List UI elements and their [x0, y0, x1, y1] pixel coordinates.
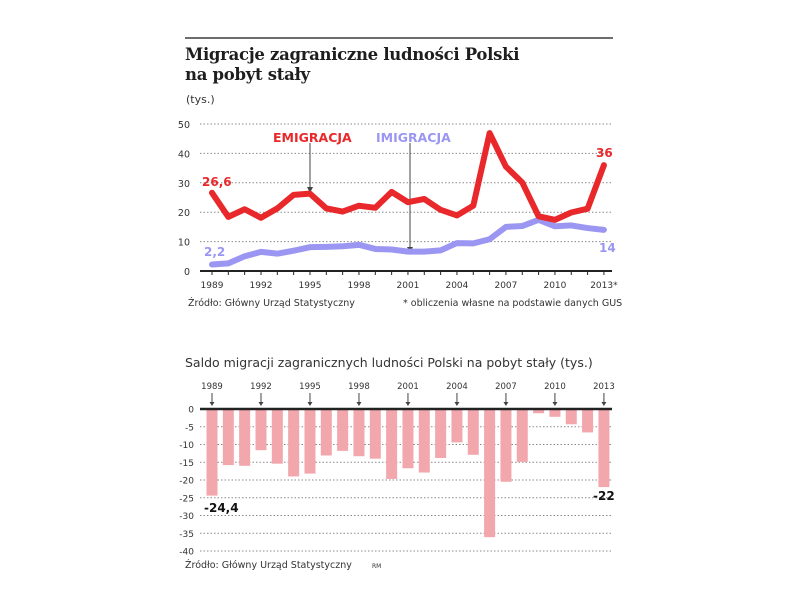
bar [451, 409, 463, 443]
y-tick-label: -5 [185, 423, 194, 433]
year-pointer-head [601, 402, 607, 406]
line-chart: 0 10 20 30 40 50 1989 1992 1995 1998 2001 2004 2007… [178, 120, 618, 291]
line-chart-footnote: * obliczenia własne na podstawie danych … [403, 298, 623, 309]
line-chart-x-axis: 1989 1992 1995 1998 2001 2004 2007 2010 2013* [200, 270, 618, 291]
year-pointer-head [307, 402, 313, 406]
y-tick-label: 0 [184, 267, 190, 278]
bar-chart-grid [200, 426, 612, 552]
line-chart-y-axis: 0 10 20 30 40 50 [178, 120, 190, 278]
bar [337, 409, 349, 451]
y-tick-label: 10 [178, 238, 190, 249]
bar [484, 409, 496, 538]
bar-chart-source: Źródło: Główny Urząd Statystyczny [185, 560, 352, 571]
title-line-1: Migracje zagraniczne ludności Polski [185, 45, 520, 64]
bar [598, 409, 610, 488]
line-chart-source: Źródło: Główny Urząd Statystyczny [188, 298, 355, 309]
y-tick-label: -15 [179, 459, 194, 469]
year-pointer-head [454, 402, 460, 406]
year-pointer-head [405, 402, 411, 406]
bar [435, 409, 447, 458]
x-tick-label: 1992 [250, 382, 272, 392]
bar [533, 409, 545, 414]
unit-label: (tys.) [186, 93, 215, 106]
year-pointer-head [356, 402, 362, 406]
immigration-start-value: 2,2 [204, 245, 225, 259]
chart-title: Migracje zagraniczne ludności Polski na … [185, 45, 520, 85]
y-tick-label: 30 [178, 179, 190, 190]
bar [386, 409, 398, 479]
x-tick-label: 1995 [299, 281, 322, 291]
y-tick-label: 0 [188, 406, 194, 416]
x-tick-label: 2004 [445, 281, 468, 291]
bar [582, 409, 594, 433]
bar [353, 409, 365, 457]
bar [467, 409, 479, 455]
x-tick-label: 2004 [446, 382, 468, 392]
emigration-line [209, 130, 607, 223]
bar-chart-title: Saldo migracji zagranicznych ludności Po… [185, 355, 593, 370]
immigration-legend-label: IMIGRACJA [376, 130, 451, 145]
x-tick-label: 1995 [299, 382, 321, 392]
x-tick-label: 1989 [201, 281, 224, 291]
emigration-start-value: 26,6 [202, 175, 232, 189]
bar-end-value: -22 [593, 489, 615, 503]
bar [500, 409, 512, 482]
x-tick-label: 2010 [543, 281, 566, 291]
bar [304, 409, 316, 474]
title-line-2: na pobyt stały [185, 65, 310, 84]
y-tick-label: -30 [179, 512, 194, 522]
x-tick-label: 2013* [590, 281, 618, 291]
bar [222, 409, 234, 466]
y-tick-label: -10 [179, 441, 194, 451]
bar [239, 409, 251, 466]
bar-start-value: -24,4 [204, 501, 239, 515]
bar [549, 409, 561, 417]
emigration-pointer-head [307, 187, 313, 193]
year-pointer-head [503, 402, 509, 406]
emigration-end-value: 36 [596, 146, 613, 160]
y-tick-label: -25 [179, 494, 194, 504]
y-tick-label: -35 [179, 530, 194, 540]
immigration-end-value: 14 [599, 241, 616, 255]
bar [288, 409, 300, 477]
bar [206, 409, 218, 496]
year-pointer-head [552, 402, 558, 406]
x-tick-label: 2001 [397, 382, 419, 392]
x-tick-label: 2007 [495, 382, 517, 392]
x-tick-label: 1992 [250, 281, 273, 291]
y-tick-label: -40 [179, 548, 194, 558]
bar [320, 409, 332, 456]
bar-chart-axis: 0 -5 -10 -15 -20 -25 -30 -35 -40 1989 1992 1995 1998… [179, 382, 614, 558]
year-pointer-head [209, 402, 215, 406]
x-tick-label: 1998 [348, 382, 370, 392]
y-tick-label: -20 [179, 477, 194, 487]
x-tick-label: 2010 [544, 382, 566, 392]
x-tick-label: 1989 [201, 382, 223, 392]
year-pointer-head [258, 402, 264, 406]
x-tick-label: 2007 [494, 281, 517, 291]
x-tick-label: 1998 [348, 281, 371, 291]
emigration-legend-label: EMIGRACJA [273, 130, 352, 145]
bar [418, 409, 430, 473]
bar [402, 409, 414, 469]
line-chart-grid [200, 123, 612, 243]
bar [516, 409, 528, 462]
author-initials: RM [372, 563, 382, 570]
top-rule [185, 37, 613, 39]
immigration-line [209, 216, 607, 268]
x-tick-label: 2001 [397, 281, 420, 291]
bar [369, 409, 381, 459]
y-tick-label: 50 [178, 120, 190, 131]
x-tick-label: 2013 [593, 382, 615, 392]
y-tick-label: 20 [178, 208, 190, 219]
bar-chart-bars [206, 409, 610, 538]
bar [565, 409, 577, 425]
y-tick-label: 40 [178, 149, 190, 160]
bar [255, 409, 267, 451]
bar [271, 409, 283, 464]
